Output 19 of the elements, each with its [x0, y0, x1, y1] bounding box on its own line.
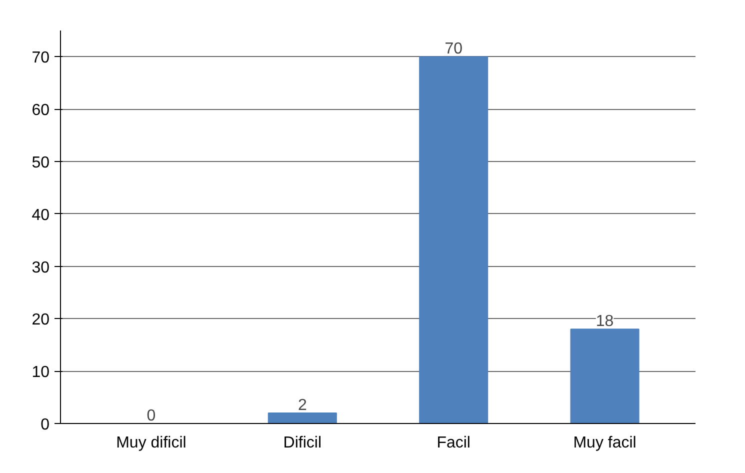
data-label: 2	[298, 397, 307, 414]
data-label: 18	[596, 313, 614, 330]
x-tick-label: Facil	[436, 434, 470, 452]
x-tick-label: Dificil	[283, 434, 322, 452]
data-label: 70	[444, 40, 463, 58]
bar	[268, 412, 337, 424]
bar	[419, 56, 488, 424]
y-tick-label: 10	[32, 364, 50, 382]
y-tick-label: 40	[32, 206, 50, 224]
y-tick-label: 20	[32, 312, 50, 329]
y-tick-label: 0	[40, 416, 50, 434]
x-tick-label: Muy dificil	[116, 434, 186, 452]
y-tick-label: 30	[32, 259, 50, 276]
data-label: 0	[146, 408, 156, 424]
x-tick-label: Muy facil	[573, 434, 636, 452]
bar	[570, 328, 640, 424]
y-tick-label: 60	[32, 102, 50, 120]
y-tick-label: 50	[32, 154, 50, 172]
y-tick-label: 70	[32, 50, 50, 67]
